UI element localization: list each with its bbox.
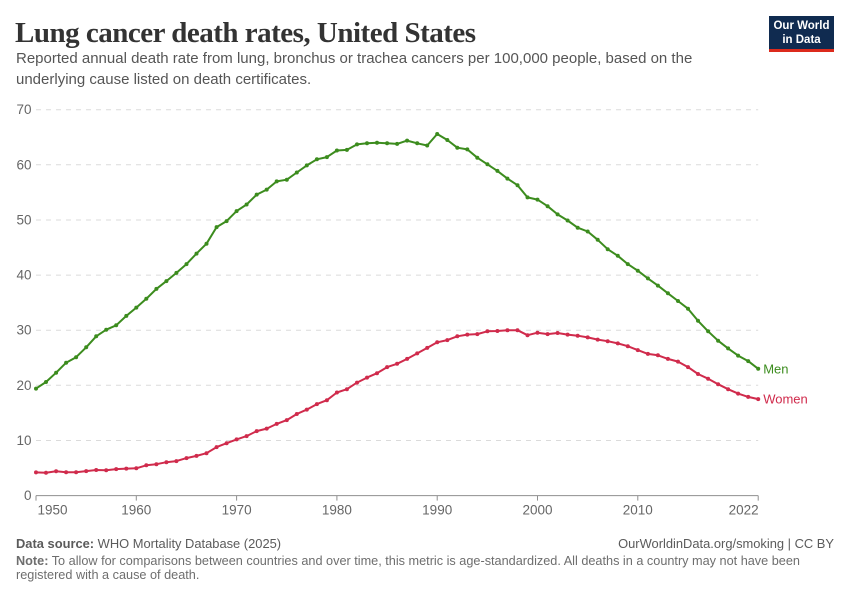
svg-text:1980: 1980 xyxy=(322,503,352,518)
svg-text:60: 60 xyxy=(16,157,31,172)
svg-text:50: 50 xyxy=(16,213,31,228)
svg-text:1970: 1970 xyxy=(222,503,252,518)
svg-text:40: 40 xyxy=(16,268,31,283)
svg-text:1960: 1960 xyxy=(121,503,151,518)
svg-text:2010: 2010 xyxy=(623,503,653,518)
svg-text:1990: 1990 xyxy=(422,503,452,518)
svg-text:70: 70 xyxy=(16,102,31,117)
svg-text:2022: 2022 xyxy=(729,503,759,518)
svg-text:10: 10 xyxy=(16,433,31,448)
svg-text:30: 30 xyxy=(16,323,31,338)
svg-text:20: 20 xyxy=(16,378,31,393)
svg-text:1950: 1950 xyxy=(38,503,68,518)
svg-text:Women: Women xyxy=(763,392,808,407)
svg-text:Men: Men xyxy=(763,361,788,376)
svg-text:2000: 2000 xyxy=(522,503,552,518)
svg-text:0: 0 xyxy=(24,488,32,503)
